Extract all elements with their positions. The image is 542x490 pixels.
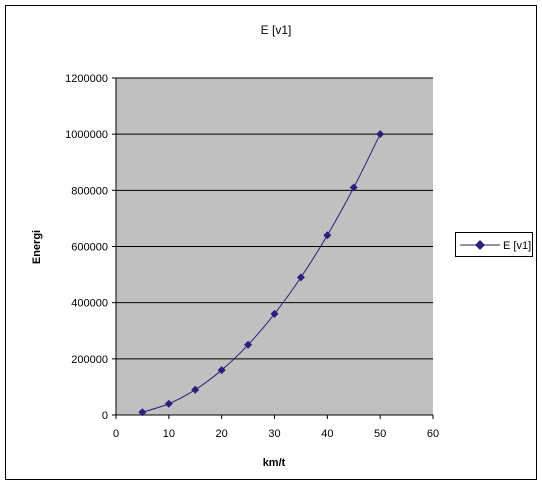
- x-tick-label: 10: [163, 428, 175, 440]
- x-tick-label: 30: [268, 428, 280, 440]
- y-tick-label: 0: [102, 410, 108, 422]
- y-tick-label: 600000: [71, 242, 108, 254]
- y-tick-label: 400000: [71, 298, 108, 310]
- x-tick-label: 0: [113, 428, 119, 440]
- y-tick-label: 200000: [71, 354, 108, 366]
- y-tick-label: 800000: [71, 185, 108, 197]
- chart-title: E [v1]: [261, 23, 292, 37]
- legend-label: E [v1]: [503, 240, 531, 252]
- x-tick-label: 20: [216, 428, 228, 440]
- x-axis-label: km/t: [263, 457, 286, 469]
- x-tick-label: 40: [321, 428, 333, 440]
- y-tick-label: 1200000: [65, 73, 108, 85]
- y-tick-label: 1000000: [65, 129, 108, 141]
- x-tick-label: 50: [374, 428, 386, 440]
- legend: E [v1]: [456, 233, 533, 257]
- x-tick-label: 60: [427, 428, 439, 440]
- y-axis-label: Energi: [31, 230, 43, 264]
